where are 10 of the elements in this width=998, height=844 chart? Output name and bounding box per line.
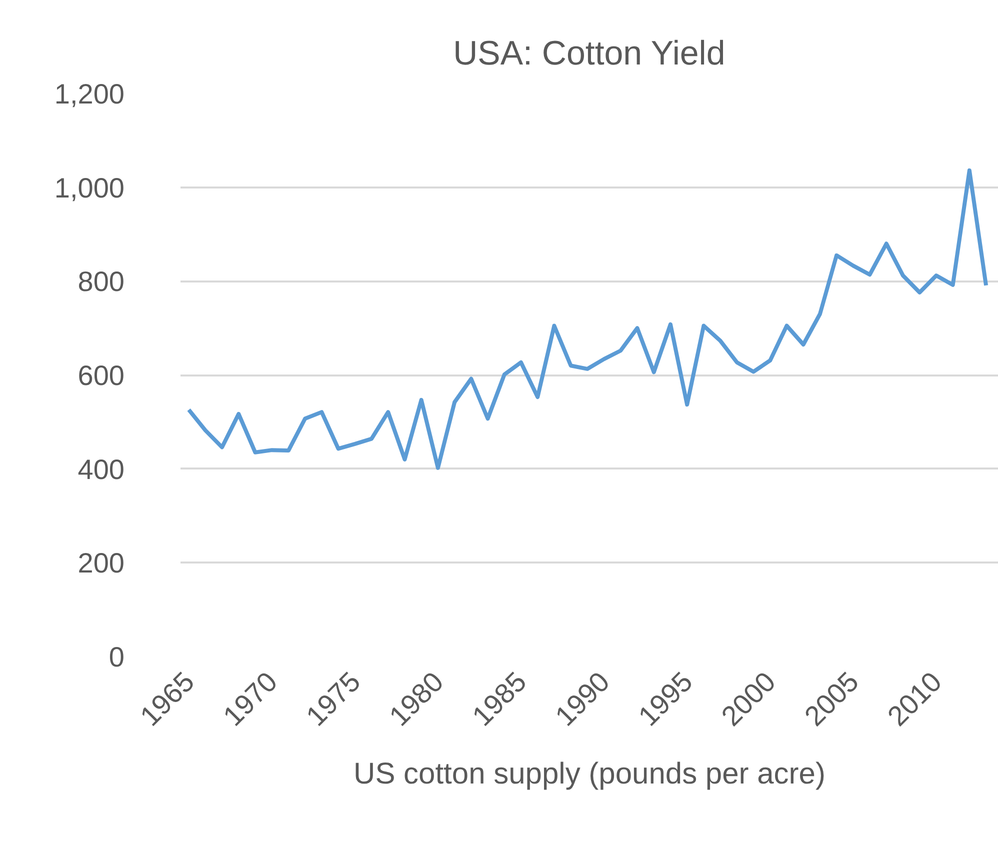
chart-title: USA: Cotton Yield — [453, 34, 726, 72]
line-series — [186, 168, 988, 470]
y-tick-label: 1,000 — [54, 172, 125, 204]
x-axis-title: US cotton supply (pounds per acre) — [354, 758, 826, 791]
y-tick-label: 1,200 — [54, 78, 125, 110]
y-tick-label: 0 — [108, 642, 125, 672]
y-tick-label: 800 — [78, 266, 124, 298]
y-tick-label: 600 — [78, 360, 124, 391]
y-tick-label: 400 — [78, 454, 124, 485]
y-tick-label: 200 — [78, 548, 124, 579]
